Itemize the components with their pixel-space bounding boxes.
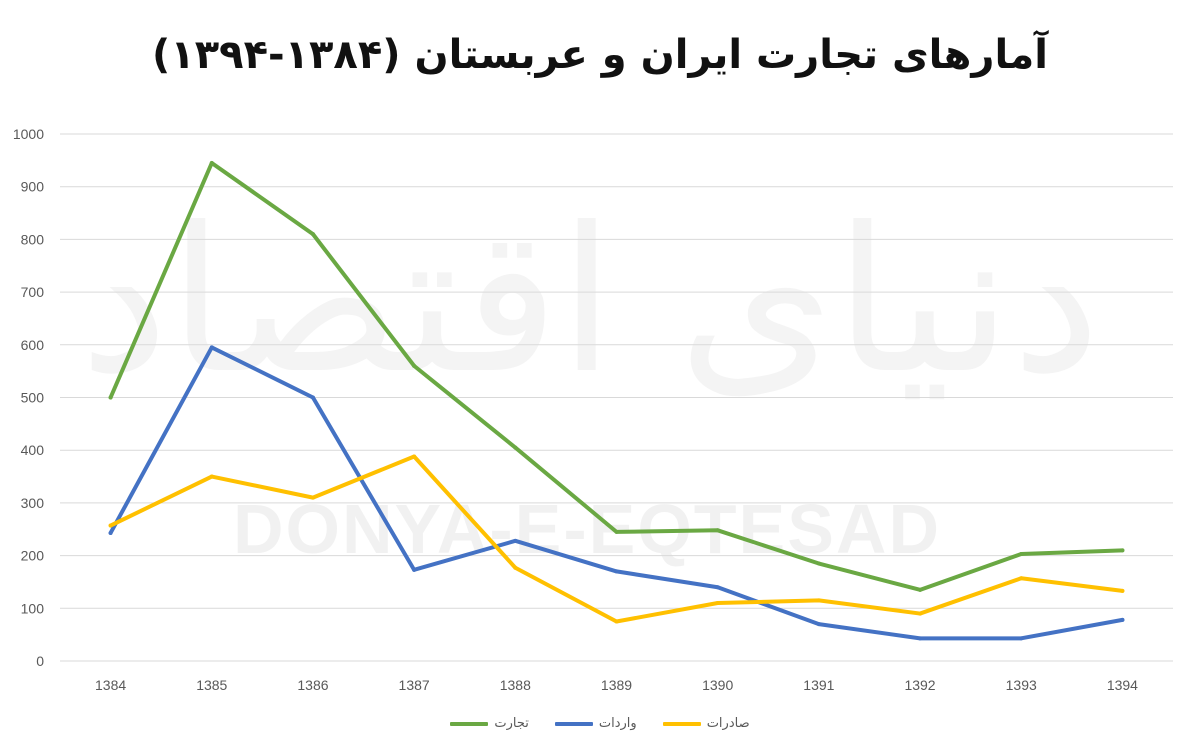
data-point <box>1019 636 1024 641</box>
data-point <box>412 454 417 459</box>
legend-swatch <box>662 721 701 726</box>
data-point <box>816 561 821 566</box>
data-point <box>816 598 821 603</box>
data-point <box>108 395 113 400</box>
legend-item: واردات <box>554 716 637 731</box>
legend-item: صادرات <box>662 716 750 731</box>
data-point <box>513 445 518 450</box>
data-point <box>1019 576 1024 581</box>
x-tick-label: 1391 <box>803 677 834 693</box>
data-point <box>715 528 720 533</box>
y-tick-label: 100 <box>21 600 45 616</box>
legend: تجارت واردات صادرات <box>0 716 1200 731</box>
data-point <box>310 232 315 237</box>
y-tick-label: 600 <box>21 337 45 353</box>
data-point <box>412 567 417 572</box>
data-point <box>918 636 923 641</box>
data-point <box>918 587 923 592</box>
data-point <box>614 619 619 624</box>
data-point <box>209 345 214 350</box>
y-tick-label: 0 <box>36 653 44 669</box>
data-point <box>108 523 113 528</box>
y-tick-label: 200 <box>21 548 45 564</box>
y-tick-label: 500 <box>21 390 45 406</box>
series-lines <box>108 160 1125 641</box>
data-point <box>310 495 315 500</box>
x-tick-label: 1388 <box>500 677 531 693</box>
x-tick-label: 1390 <box>702 677 733 693</box>
legend-label: تجارت <box>494 716 529 731</box>
legend-item: تجارت <box>450 716 529 731</box>
x-tick-label: 1389 <box>601 677 632 693</box>
x-axis: 1384 1385 1386 1387 1388 1389 1390 1391 1392 1393… <box>95 677 1138 693</box>
legend-label: واردات <box>598 716 637 731</box>
x-tick-label: 1394 <box>1107 677 1138 693</box>
data-point <box>816 622 821 627</box>
legend-swatch <box>450 721 489 726</box>
grid-lines <box>60 133 1173 662</box>
data-point <box>209 160 214 165</box>
data-point <box>209 474 214 479</box>
y-tick-label: 300 <box>21 495 45 511</box>
chart-title: آمارهای تجارت ایران و عربستان (۱۳۸۴-۱۳۹۴… <box>152 32 1048 78</box>
legend-swatch <box>554 721 593 726</box>
data-point <box>1019 552 1024 557</box>
data-point <box>513 565 518 570</box>
watermark-text: DONYA-E-EQTESAD <box>233 490 941 568</box>
x-tick-label: 1384 <box>95 677 126 693</box>
data-point <box>715 585 720 590</box>
data-point <box>1120 548 1125 553</box>
y-tick-label: 800 <box>21 231 45 247</box>
data-point <box>614 529 619 534</box>
data-point <box>412 363 417 368</box>
data-point <box>513 538 518 543</box>
x-tick-label: 1386 <box>297 677 328 693</box>
data-point <box>715 601 720 606</box>
y-tick-label: 400 <box>21 442 45 458</box>
y-tick-label: 900 <box>21 179 45 195</box>
data-point <box>108 530 113 535</box>
x-tick-label: 1393 <box>1006 677 1037 693</box>
y-tick-label: 700 <box>21 284 45 300</box>
y-tick-label: 1000 <box>13 126 44 142</box>
data-point <box>1120 588 1125 593</box>
legend-label: صادرات <box>706 716 750 731</box>
data-point <box>918 611 923 616</box>
watermark-logo: دنیای اقتصاد <box>79 185 1100 418</box>
x-tick-label: 1387 <box>399 677 430 693</box>
data-point <box>1120 617 1125 622</box>
x-tick-label: 1392 <box>904 677 935 693</box>
y-axis: 0 100 200 300 400 500 600 700 800 900 1000 <box>13 126 44 669</box>
data-point <box>310 395 315 400</box>
data-point <box>614 569 619 574</box>
x-tick-label: 1385 <box>196 677 227 693</box>
